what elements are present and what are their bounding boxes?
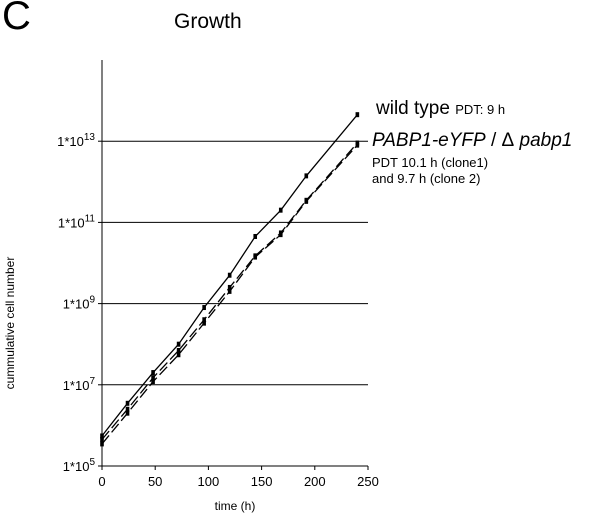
panel-letter: C bbox=[2, 0, 31, 38]
mutant-separator: / bbox=[485, 130, 502, 151]
data-point bbox=[151, 370, 155, 376]
data-point bbox=[202, 320, 206, 326]
mutant-pdt-annotation: PDT 10.1 h (clone1) and 9.7 h (clone 2) bbox=[372, 155, 488, 187]
data-point bbox=[125, 400, 130, 406]
data-point bbox=[227, 288, 232, 294]
data-point bbox=[176, 352, 181, 358]
x-tick-label: 100 bbox=[198, 474, 220, 489]
data-point bbox=[278, 207, 283, 213]
data-point bbox=[253, 233, 258, 239]
data-point bbox=[304, 173, 309, 179]
mutant-label: PABP1-eYFP bbox=[372, 130, 486, 151]
series-line-0 bbox=[101, 114, 358, 437]
data-point bbox=[100, 436, 104, 442]
y-tick-label: 1*105 bbox=[63, 457, 96, 474]
data-point bbox=[278, 232, 283, 238]
data-point bbox=[100, 433, 104, 439]
mutant-annotation: PABP1-eYFP / Δ pabp1 bbox=[372, 130, 572, 152]
data-point bbox=[176, 347, 181, 353]
data-point bbox=[355, 142, 360, 148]
grid-lines bbox=[102, 140, 368, 386]
wild-type-pdt: PDT: 9 h bbox=[455, 102, 506, 117]
x-tick-label: 50 bbox=[148, 474, 162, 489]
x-tick-label: 200 bbox=[304, 474, 326, 489]
data-point bbox=[151, 379, 155, 385]
x-axis-label: time (h) bbox=[215, 499, 256, 513]
data-point bbox=[227, 272, 232, 278]
data-point bbox=[125, 410, 130, 416]
data-point bbox=[253, 254, 258, 260]
data-point bbox=[227, 284, 232, 290]
x-tick-label: 250 bbox=[357, 474, 379, 489]
x-tick-label: 150 bbox=[251, 474, 273, 489]
data-point bbox=[202, 317, 206, 323]
chart-title: Growth bbox=[174, 10, 242, 33]
data-point bbox=[176, 341, 181, 347]
mutant-pdt-line2: and 9.7 h (clone 2) bbox=[372, 171, 481, 186]
data-point bbox=[202, 305, 206, 311]
series-line-2 bbox=[101, 144, 358, 445]
y-tick-label: 1*1013 bbox=[57, 132, 95, 149]
data-point bbox=[304, 198, 309, 204]
x-tick-label: 0 bbox=[98, 474, 105, 489]
series-layer bbox=[100, 112, 360, 447]
data-point bbox=[355, 112, 360, 118]
y-axis-label: cummulative cell number bbox=[3, 257, 17, 390]
delta-symbol: Δ bbox=[501, 130, 515, 151]
mutant-gene: pabp1 bbox=[514, 130, 573, 151]
mutant-pdt-line1: PDT 10.1 h (clone1) bbox=[372, 155, 489, 170]
axes bbox=[98, 60, 369, 470]
tick-labels: 0 50 100 150 200 250 1*105 1*107 1*109 1*1011 1*10… bbox=[57, 132, 379, 489]
series-line-1 bbox=[101, 142, 358, 440]
y-tick-label: 1*1011 bbox=[58, 213, 96, 230]
wild-type-annotation: wild type PDT: 9 h bbox=[376, 98, 505, 120]
y-tick-label: 1*109 bbox=[63, 295, 96, 312]
wild-type-label: wild type bbox=[376, 98, 450, 119]
data-point bbox=[125, 406, 130, 412]
data-point bbox=[151, 375, 155, 381]
y-tick-label: 1*107 bbox=[63, 376, 96, 393]
data-point bbox=[100, 441, 104, 447]
